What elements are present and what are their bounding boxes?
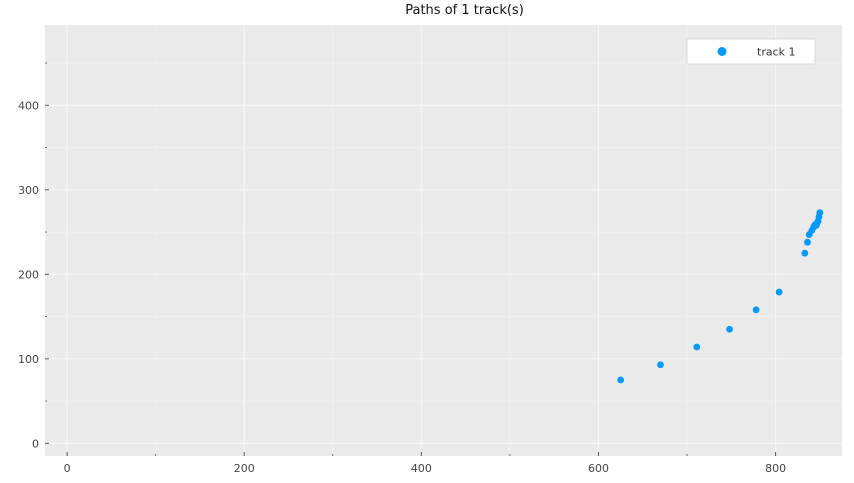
x-tick-label: 0 — [64, 462, 71, 475]
y-tick-label: 0 — [32, 437, 39, 450]
x-tick-label: 400 — [411, 462, 432, 475]
data-point — [801, 249, 809, 257]
x-axis-tick-labels: 0 200 400 600 800 — [64, 462, 786, 475]
chart-title: Paths of 1 track(s) — [405, 3, 524, 18]
grid-lines — [45, 25, 842, 456]
y-tick-label: 100 — [18, 353, 39, 366]
data-point — [816, 209, 824, 217]
y-axis-tick-labels: 0 100 200 300 400 — [18, 99, 39, 450]
data-point — [617, 376, 625, 384]
data-point — [657, 361, 664, 369]
y-tick-label: 300 — [18, 184, 39, 197]
data-point — [693, 343, 701, 351]
legend: track 1 — [686, 38, 816, 65]
data-point — [726, 325, 733, 333]
x-tick-label: 800 — [765, 462, 786, 475]
axis-ticks — [45, 62, 777, 456]
plot-area — [45, 25, 842, 456]
y-tick-label: 400 — [18, 99, 39, 112]
legend-label: track 1 — [757, 46, 796, 59]
x-tick-label: 200 — [234, 462, 255, 475]
data-point — [804, 238, 811, 246]
data-point — [775, 288, 783, 296]
x-tick-label: 600 — [588, 462, 609, 475]
legend-marker — [717, 47, 727, 56]
data-point — [752, 306, 760, 314]
data-points — [617, 209, 824, 384]
y-tick-label: 200 — [18, 268, 39, 281]
legend-box — [686, 38, 816, 65]
